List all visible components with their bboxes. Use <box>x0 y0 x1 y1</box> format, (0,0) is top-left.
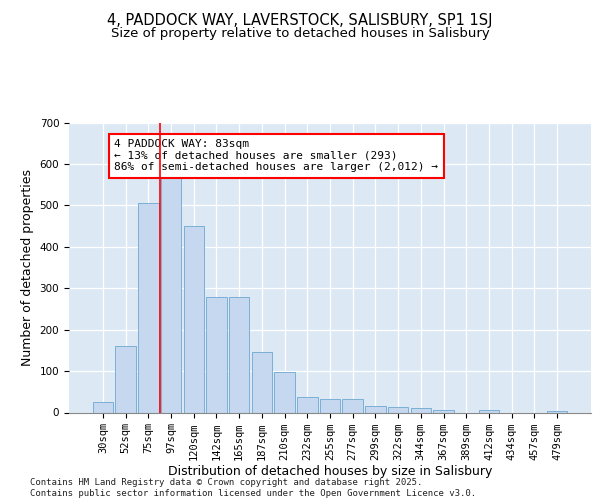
Bar <box>433 410 454 412</box>
Text: Size of property relative to detached houses in Salisbury: Size of property relative to detached ho… <box>110 28 490 40</box>
Bar <box>410 408 431 412</box>
Text: 4, PADDOCK WAY, LAVERSTOCK, SALISBURY, SP1 1SJ: 4, PADDOCK WAY, LAVERSTOCK, SALISBURY, S… <box>107 12 493 28</box>
Bar <box>320 399 340 412</box>
Bar <box>365 406 386 412</box>
Bar <box>251 352 272 412</box>
Text: 4 PADDOCK WAY: 83sqm
← 13% of detached houses are smaller (293)
86% of semi-deta: 4 PADDOCK WAY: 83sqm ← 13% of detached h… <box>114 139 438 172</box>
Bar <box>138 204 158 412</box>
Bar <box>343 399 363 412</box>
Bar <box>161 176 181 412</box>
Bar <box>115 346 136 412</box>
Text: Contains HM Land Registry data © Crown copyright and database right 2025.
Contai: Contains HM Land Registry data © Crown c… <box>30 478 476 498</box>
Bar <box>93 402 113 412</box>
Bar <box>229 298 250 412</box>
Y-axis label: Number of detached properties: Number of detached properties <box>21 169 34 366</box>
Bar <box>297 397 317 412</box>
Bar <box>388 406 409 412</box>
Bar <box>274 372 295 412</box>
Bar <box>184 226 204 412</box>
Bar <box>206 298 227 412</box>
X-axis label: Distribution of detached houses by size in Salisbury: Distribution of detached houses by size … <box>168 466 492 478</box>
Bar <box>479 410 499 412</box>
